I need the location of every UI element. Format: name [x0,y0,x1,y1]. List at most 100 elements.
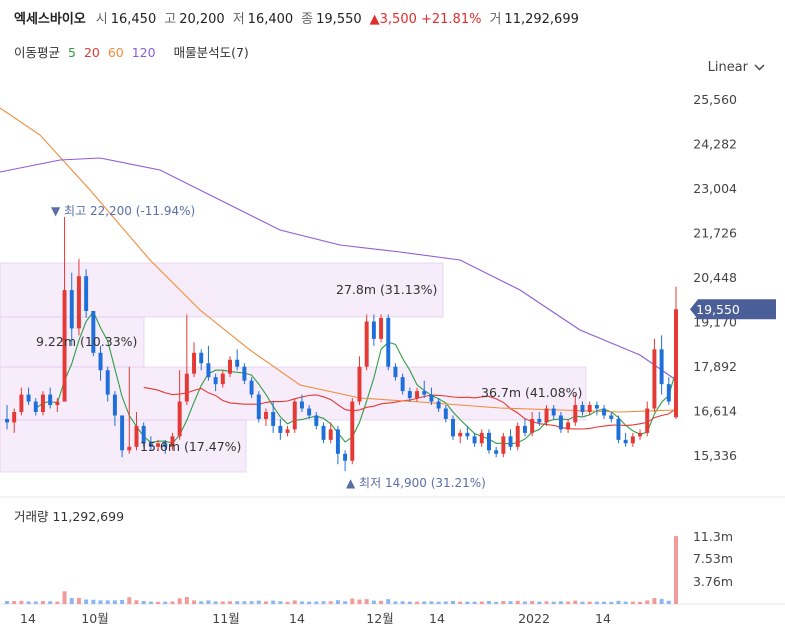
volume-bar [285,601,290,604]
candle-body [508,436,513,447]
volume-bar [69,598,74,604]
ma-120: 120 [131,45,156,60]
candle-body [558,415,563,430]
candle [558,411,563,433]
candle [120,415,125,458]
volume-bar [228,601,232,604]
stock-name[interactable]: 엑세스바이오 [14,12,86,27]
candle-body [98,352,103,371]
volume-bar [666,600,671,604]
candle-body [479,432,484,444]
candle [645,401,650,437]
candle-body [156,443,161,447]
candle [235,349,240,371]
volume-bar [206,600,211,604]
volume-bar [479,601,484,604]
candle [40,391,45,416]
candle [184,314,189,406]
candle-body [616,418,621,440]
price-header: 엑세스바이오 시 16,450 고 20,200 저 16,400 종 19,5… [14,8,587,30]
volume-bar [328,601,333,604]
candle-body [76,276,81,329]
price-tick-label: 16,614 [693,404,737,419]
volume-bar [530,601,535,604]
high-value: 20,200 [179,12,225,27]
candles [5,216,678,472]
volume-bar [84,599,89,604]
candle [465,425,470,440]
volume-bar [120,599,125,604]
candle [249,377,254,399]
candle-body [84,276,89,312]
candle [177,370,182,440]
volume-profile-label[interactable]: 매물분석도(7) [173,45,249,60]
volume-bar [501,601,506,604]
volume-bar [623,601,628,604]
candle-body [242,366,247,381]
candle-body [299,401,304,409]
volume-bar [522,601,527,604]
candle-body [386,317,391,367]
volume-bar [465,601,470,604]
volume-bar [609,601,614,604]
candle-body [292,401,297,430]
candle-body [415,391,420,399]
volume-bar [321,601,326,604]
volume-bar [343,601,348,604]
candle-body [163,443,168,447]
volume-bar [494,601,499,604]
candle-body [501,436,506,454]
candle [501,432,506,458]
volume-profile-label-2: 27.8m (31.13%) [336,282,437,297]
candle-body [271,411,276,426]
volume-bar [33,601,38,604]
candle-body [278,425,283,433]
candle [530,411,535,437]
candle [105,366,110,402]
candle-body [407,391,412,399]
candle [285,425,290,437]
date-tick-label: 11월 [212,611,239,626]
candle [328,422,333,444]
candle [141,422,146,447]
candle-body [674,309,678,418]
candle [163,439,168,454]
volume-bar [278,601,283,604]
candle [26,387,31,406]
scale-dropdown[interactable]: Linear [708,60,765,75]
candle-body [235,359,240,367]
candle-body [451,418,455,437]
candle [134,411,139,451]
volume-bar [393,601,398,604]
volume-bar [5,601,9,604]
candle [242,363,247,385]
candle [12,408,17,433]
volume-bar [537,601,542,604]
candle-body [33,401,38,412]
date-axis: 14 10월 11월 14 12월 14 2022 14 [20,611,611,626]
candle-body [141,425,146,444]
price-tick-label: 25,560 [693,92,737,107]
current-price-tag [690,299,776,320]
price-axis: 25,56024,28223,00421,72620,44819,17017,8… [14,92,776,589]
candle-body [40,394,45,412]
candle-body [350,401,355,461]
candle [674,286,678,419]
candle-body [357,366,362,402]
candle-body [436,401,441,409]
candle-body [494,450,499,454]
candle-body [177,401,182,437]
candle [522,418,527,437]
volume-bar [652,598,657,604]
volume-bar [379,600,384,604]
volume-bar [177,598,182,604]
change-value: ▲3,500 +21.81% [369,12,482,27]
candle-body [652,349,657,409]
volume-bar [235,601,240,604]
low-value: 16,400 [247,12,294,27]
low-annotation: ▲ 최저 14,900 (31.21%) [346,476,486,490]
candle [587,401,592,416]
ma-label[interactable]: 이동평균 [14,45,61,60]
volume-bar [220,601,225,604]
